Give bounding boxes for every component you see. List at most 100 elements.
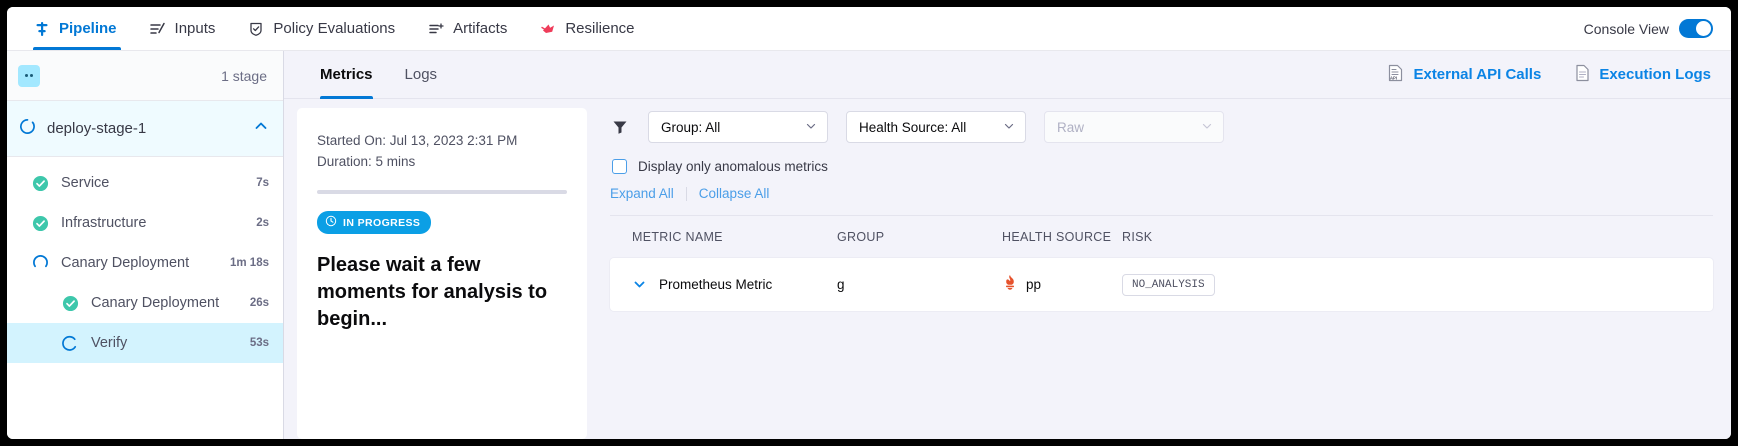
column-header-health-source: HEALTH SOURCE — [1002, 230, 1112, 244]
anomalous-metrics-row: Display only anomalous metrics — [610, 159, 1713, 174]
pipeline-sidebar: 1 stage deploy-stage-1 — [7, 51, 284, 439]
analysis-column: Started On: Jul 13, 2023 2:31 PM Duratio… — [284, 99, 587, 439]
sidebar-item-verify[interactable]: Verify 53s — [7, 323, 283, 363]
artifacts-icon — [427, 20, 445, 38]
step-label: Canary Deployment — [91, 295, 220, 311]
running-spinner-icon — [19, 118, 36, 140]
raw-filter-select[interactable]: Raw — [1044, 111, 1224, 143]
step-label: Canary Deployment — [61, 255, 190, 271]
stage-name-label: deploy-stage-1 — [47, 120, 147, 137]
success-check-icon — [31, 214, 49, 232]
anomalous-metrics-checkbox[interactable] — [612, 159, 627, 174]
duration-text: Duration: 5 mins — [317, 154, 416, 169]
console-view-toggle[interactable] — [1679, 19, 1713, 38]
tab-pipeline[interactable]: Pipeline — [29, 7, 133, 50]
expand-all-link[interactable]: Expand All — [610, 186, 674, 201]
tab-resilience[interactable]: Resilience — [523, 7, 650, 50]
console-view-label: Console View — [1583, 20, 1669, 37]
health-source-filter-select[interactable]: Health Source: All — [846, 111, 1026, 143]
step-duration: 7s — [256, 177, 269, 189]
table-header-row: METRIC NAME GROUP HEALTH SOURCE RISK — [610, 216, 1713, 258]
stage-count-label: 1 stage — [221, 67, 267, 84]
table-row[interactable]: Prometheus Metric g — [610, 258, 1713, 311]
tab-artifacts[interactable]: Artifacts — [411, 7, 523, 50]
sidebar-item-canary-deployment[interactable]: Canary Deployment 26s — [7, 283, 283, 323]
filter-row: Group: All Health Source: All — [610, 111, 1713, 143]
step-duration: 26s — [249, 297, 269, 309]
main-tabs: Metrics Logs — [306, 51, 454, 99]
group-filter-select[interactable]: Group: All — [648, 111, 828, 143]
status-badge: NO_ANALYSIS — [1122, 273, 1215, 296]
collapse-panel-icon[interactable] — [18, 64, 40, 87]
sidebar-item-service[interactable]: Service 7s — [7, 163, 283, 203]
top-navigation-bar: Pipeline Inputs Policy — [7, 7, 1731, 51]
group-filter-value: Group: All — [661, 119, 721, 135]
collapse-all-link[interactable]: Collapse All — [698, 186, 770, 201]
sidebar-stage-deploy-stage-1[interactable]: deploy-stage-1 — [7, 101, 283, 157]
column-header-group: GROUP — [837, 230, 885, 244]
step-label: Verify — [91, 335, 128, 351]
running-spinner-icon — [31, 254, 49, 272]
app-body: 1 stage deploy-stage-1 — [7, 51, 1731, 439]
anomalous-metrics-label: Display only anomalous metrics — [638, 159, 828, 174]
tab-inputs-label: Inputs — [174, 20, 216, 37]
metrics-column: Group: All Health Source: All — [587, 99, 1731, 439]
column-header-risk: RISK — [1122, 230, 1153, 244]
success-check-icon — [31, 174, 49, 192]
expand-collapse-row: Expand All Collapse All — [610, 186, 1713, 201]
running-spinner-icon — [61, 334, 79, 352]
tab-artifacts-label: Artifacts — [453, 20, 508, 37]
step-label: Service — [61, 175, 110, 191]
sidebar-header: 1 stage — [7, 51, 283, 101]
funnel-icon[interactable] — [610, 119, 630, 135]
status-badge-label: IN PROGRESS — [343, 216, 421, 229]
tab-policy-evaluations[interactable]: Policy Evaluations — [231, 7, 411, 50]
step-duration: 1m 18s — [229, 257, 269, 269]
tab-logs-label: Logs — [404, 66, 438, 83]
main-header: Metrics Logs API — [284, 51, 1731, 99]
health-source-filter-value: Health Source: All — [859, 119, 967, 135]
pipeline-icon — [33, 20, 51, 38]
wait-message: Please wait a few moments for analysis t… — [317, 254, 548, 330]
chevron-down-icon — [1201, 120, 1213, 135]
step-duration: 53s — [249, 337, 269, 349]
tab-logs[interactable]: Logs — [389, 51, 454, 98]
risk-cell: NO_ANALYSIS — [1122, 273, 1697, 296]
toggle-knob — [1696, 21, 1711, 36]
analysis-summary-card: Started On: Jul 13, 2023 2:31 PM Duratio… — [297, 108, 587, 439]
sidebar-item-canary-deployment-group[interactable]: Canary Deployment 1m 18s — [7, 243, 283, 283]
metric-name-cell: Prometheus Metric — [632, 277, 837, 292]
policy-shield-icon — [247, 20, 265, 38]
api-document-icon: API — [1387, 64, 1404, 86]
sidebar-step-list: Service 7s Infrastructure 2s — [7, 157, 283, 363]
tab-metrics[interactable]: Metrics — [306, 51, 389, 99]
tab-inputs[interactable]: Inputs — [133, 7, 232, 50]
document-icon — [1575, 64, 1590, 86]
header-links: API External API Calls Execution Log — [1387, 64, 1711, 86]
step-label: Infrastructure — [61, 215, 147, 231]
execution-logs-label: Execution Logs — [1599, 66, 1711, 83]
chevron-down-icon — [1003, 120, 1015, 135]
step-duration: 2s — [256, 217, 269, 229]
svg-text:API: API — [1390, 75, 1397, 80]
metrics-table: METRIC NAME GROUP HEALTH SOURCE RISK — [610, 215, 1713, 311]
prometheus-icon — [1002, 274, 1018, 296]
sidebar-item-infrastructure[interactable]: Infrastructure 2s — [7, 203, 283, 243]
tab-resilience-label: Resilience — [565, 20, 635, 37]
chevron-down-icon[interactable] — [632, 277, 647, 292]
started-on-text: Started On: Jul 13, 2023 2:31 PM — [317, 133, 518, 148]
external-api-calls-link[interactable]: API External API Calls — [1387, 64, 1541, 86]
chevron-up-icon[interactable] — [253, 118, 269, 139]
success-check-icon — [61, 294, 79, 312]
clock-icon — [325, 215, 337, 230]
external-api-calls-label: External API Calls — [1413, 66, 1542, 83]
console-view-control: Console View — [1584, 7, 1713, 50]
status-badge: IN PROGRESS — [317, 211, 432, 234]
health-source-cell: pp — [1002, 274, 1122, 296]
column-header-metric-name: METRIC NAME — [632, 230, 723, 244]
tab-metrics-label: Metrics — [320, 66, 373, 83]
inputs-icon — [149, 20, 167, 38]
metric-name-value: Prometheus Metric — [659, 277, 773, 292]
health-source-value: pp — [1026, 277, 1042, 292]
execution-logs-link[interactable]: Execution Logs — [1575, 64, 1711, 86]
